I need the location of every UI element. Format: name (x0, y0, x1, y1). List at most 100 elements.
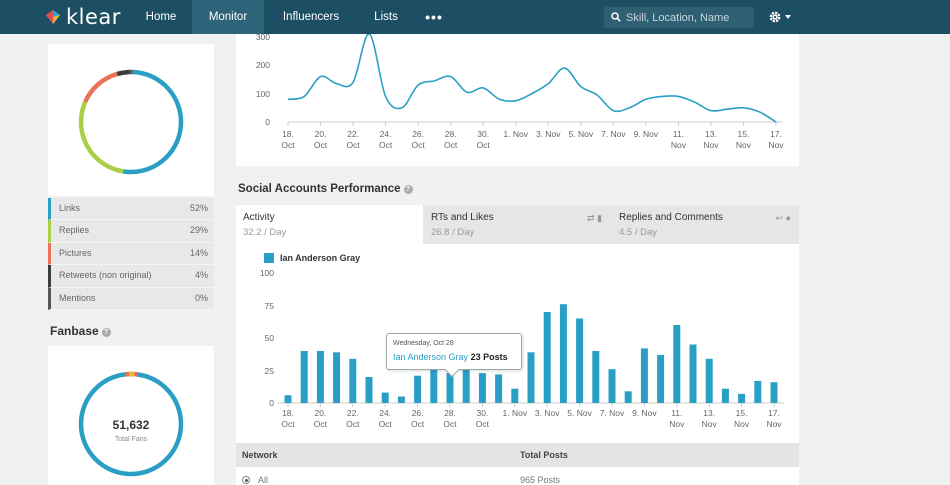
bar[interactable] (381, 392, 389, 403)
x-tick-label: 22. Oct (346, 408, 360, 429)
bar[interactable] (640, 348, 648, 403)
legend-label: Links (59, 203, 81, 213)
legend-item-replies[interactable]: Replies 29% (48, 220, 214, 243)
bar[interactable] (673, 325, 681, 403)
x-tick-label: 30. Oct (476, 129, 490, 150)
legend-item-mentions[interactable]: Mentions 0% (48, 287, 214, 310)
legend-label: Mentions (59, 292, 96, 303)
help-icon[interactable]: ? (403, 185, 413, 194)
x-tick-label: 20. Oct (313, 129, 328, 150)
legend-label: Replies (59, 225, 90, 236)
bar[interactable] (478, 373, 486, 403)
bar[interactable] (333, 352, 341, 403)
bar[interactable] (770, 382, 778, 403)
bar[interactable] (608, 369, 616, 403)
bar[interactable] (462, 367, 470, 403)
bar[interactable] (414, 375, 422, 403)
tab-replies-and-comments[interactable]: Replies and Comments 4.5 / Day ↩ ● (612, 205, 799, 244)
x-tick-label: 17. Nov (768, 129, 784, 150)
settings-menu-button[interactable] (768, 10, 794, 26)
x-tick-label: 26. Oct (411, 129, 425, 150)
section-title-text: Social Accounts Performance (238, 183, 401, 195)
bar[interactable] (527, 352, 535, 403)
klear-logo[interactable]: klear (44, 5, 121, 29)
bar[interactable] (397, 396, 405, 404)
donut-slice[interactable] (122, 69, 184, 175)
network-table-header: Network Total Posts (236, 443, 799, 467)
search-input[interactable] (626, 9, 748, 26)
tab-subtitle: 32.2 / Day (243, 227, 287, 238)
bar-chart-legend[interactable]: Ian Anderson Gray (264, 253, 360, 263)
bar[interactable] (657, 354, 665, 403)
x-tick-label: 5. Nov (567, 408, 592, 418)
tab-subtitle: 26.8 / Day (431, 227, 475, 238)
legend-item-retweets[interactable]: Retweets (non original) 4% (48, 265, 214, 288)
x-tick-label: 9. Nov (633, 129, 659, 139)
nav-monitor[interactable]: Monitor (192, 0, 264, 34)
x-tick-label: 24. Oct (378, 129, 393, 150)
bar[interactable] (511, 388, 519, 403)
tab-icons: ⇄ ▮ (587, 213, 602, 224)
x-tick-label: 7. Nov (601, 129, 626, 139)
nav-home[interactable]: Home (145, 11, 177, 23)
search-box[interactable] (604, 7, 754, 28)
fanbase-card: 51,632 Total Fans (48, 346, 214, 485)
bar[interactable] (430, 367, 438, 403)
x-tick-label: 13. Nov (701, 408, 717, 429)
tab-activity[interactable]: Activity 32.2 / Day (236, 205, 423, 244)
bar[interactable] (559, 304, 567, 403)
y-tick-label: 0 (269, 398, 274, 408)
bar[interactable] (365, 377, 373, 403)
nav-lists[interactable]: Lists (374, 11, 398, 23)
nav-influencers[interactable]: Influencers (282, 11, 340, 23)
help-icon[interactable]: ? (101, 328, 111, 337)
x-tick-label: 15. Nov (734, 408, 750, 429)
posts-line-chart (287, 34, 782, 126)
column-header-total-posts[interactable]: Total Posts (520, 450, 568, 460)
bar[interactable] (543, 312, 551, 403)
donut-slice[interactable] (116, 69, 130, 77)
bar[interactable] (284, 395, 292, 403)
section-title: Social Accounts Performance? (238, 183, 413, 195)
total-fans-label: Total Fans (114, 436, 148, 443)
x-tick-label: 9. Nov (632, 408, 657, 418)
donut-slice[interactable] (78, 101, 124, 174)
bar[interactable] (576, 318, 584, 404)
legend-item-links[interactable]: Links 52% (48, 198, 214, 221)
more-menu-button[interactable]: ••• (425, 9, 443, 25)
bar[interactable] (349, 358, 357, 403)
brand-name: klear (66, 5, 121, 29)
bar[interactable] (721, 388, 729, 403)
bar[interactable] (624, 391, 632, 403)
y-tick-label: 25 (264, 365, 274, 376)
bar[interactable] (300, 351, 308, 403)
line-series[interactable] (287, 34, 777, 123)
table-row[interactable]: All 965 Posts (236, 467, 799, 485)
x-tick-label: 18. Oct (281, 408, 295, 429)
content-breakdown-donut (78, 69, 184, 175)
column-header-network[interactable]: Network (242, 450, 278, 460)
bar[interactable] (316, 351, 324, 403)
bar[interactable] (446, 373, 454, 403)
legend-item-pictures[interactable]: Pictures 14% (48, 242, 214, 266)
y-tick-label: 300 (255, 31, 270, 42)
donut-slice[interactable] (83, 71, 118, 103)
legend-percent: 52% (189, 203, 208, 213)
legend-label: Retweets (non original) (59, 270, 152, 281)
bar[interactable] (689, 344, 697, 404)
fanbase-title-text: Fanbase (50, 324, 99, 338)
network-radio-all[interactable] (242, 476, 250, 484)
bar[interactable] (495, 374, 503, 403)
bar[interactable] (754, 380, 762, 403)
legend-series-name: Ian Anderson Gray (280, 253, 361, 263)
bar[interactable] (738, 393, 746, 403)
tab-title: RTs and Likes (431, 212, 494, 223)
tab-rts-and-likes[interactable]: RTs and Likes 26.8 / Day ⇄ ▮ (424, 205, 610, 244)
total-fans-value: 51,632 (112, 418, 150, 432)
tab-subtitle: 4.5 / Day (619, 227, 658, 238)
y-tick-label: 0 (265, 117, 270, 127)
y-tick-label: 200 (255, 60, 270, 71)
bar[interactable] (705, 358, 713, 403)
tooltip-value: 23 Posts (470, 352, 508, 362)
bar[interactable] (592, 351, 600, 403)
